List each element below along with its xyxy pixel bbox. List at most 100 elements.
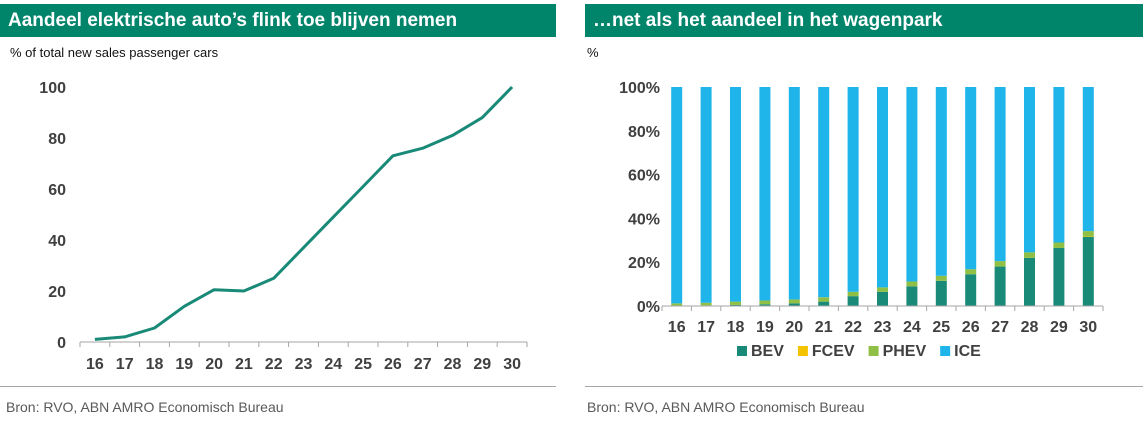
y-tick-label: 80: [48, 131, 66, 148]
y-tick-label: 0%: [637, 299, 660, 316]
line-chart-title-bar: Aandeel elektrische auto’s flink toe bli…: [0, 4, 556, 37]
bar-segment-bev: [759, 304, 771, 306]
legend-label-bev: BEV: [751, 343, 784, 360]
x-tick-label: 26: [384, 356, 402, 373]
bar-segment-phev: [818, 297, 830, 302]
bar-segment-phev: [935, 275, 947, 281]
x-tick-label: 20: [205, 356, 223, 373]
x-tick-label: 16: [86, 356, 104, 373]
bar-segment-bev: [906, 286, 918, 306]
bar-segment-phev: [965, 269, 977, 275]
y-tick-label: 40: [48, 233, 66, 250]
bar-segment-phev: [788, 299, 800, 304]
bar-segment-ice: [877, 87, 888, 288]
legend-label-ice: ICE: [954, 343, 981, 360]
legend-swatch-fcev: [797, 346, 808, 356]
bar-segment-phev: [759, 300, 771, 305]
bar-segment-ice: [700, 87, 712, 303]
x-tick-label: 29: [473, 356, 491, 373]
x-tick-label: 28: [444, 356, 462, 373]
bar-segment-ice: [994, 87, 1006, 262]
bar-chart-panel: …net als het aandeel in het wagenpark % …: [585, 0, 1143, 424]
x-tick-label: 20: [785, 319, 803, 336]
y-tick-label: 60%: [628, 168, 660, 185]
x-tick-label: 24: [324, 356, 342, 373]
x-tick-label: 26: [962, 319, 980, 336]
y-tick-label: 20: [48, 284, 66, 301]
bar-segment-bev: [965, 274, 977, 306]
x-tick-label: 30: [503, 356, 521, 373]
x-tick-label: 23: [295, 356, 313, 373]
x-tick-label: 28: [1021, 319, 1039, 336]
x-tick-label: 17: [116, 356, 134, 373]
bar-segment-ice: [730, 87, 741, 302]
line-chart-divider: [0, 386, 556, 387]
bar-chart-title: …net als het aandeel in het wagenpark: [593, 10, 943, 31]
bar-segment-ice: [847, 87, 859, 292]
bar-segment-bev: [1082, 237, 1094, 306]
legend-label-fcev: FCEV: [812, 343, 855, 360]
bar-segment-phev: [994, 261, 1006, 267]
bar-segment-phev: [906, 281, 918, 287]
y-tick-label: 40%: [628, 211, 660, 228]
bar-segment-ice: [788, 87, 800, 300]
x-tick-label: 17: [697, 319, 715, 336]
ev-share-line: [94, 85, 514, 341]
bar-segment-phev: [1024, 252, 1035, 258]
line-chart-unit-label: % of total new sales passenger cars: [10, 45, 219, 60]
x-tick-label: 24: [903, 319, 921, 336]
bar-segment-phev: [1053, 242, 1065, 248]
legend-swatch-phev: [868, 346, 879, 356]
bar-segment-ice: [906, 87, 918, 282]
x-tick-label: 18: [146, 356, 164, 373]
legend-swatch-bev: [737, 346, 747, 356]
bar-segment-bev: [877, 291, 888, 306]
x-tick-label: 29: [1050, 319, 1068, 336]
bar-segment-bev: [1053, 247, 1065, 306]
x-tick-label: 22: [844, 319, 862, 336]
legend-swatch-ice: [940, 346, 951, 356]
bar-chart-title-bar: …net als het aandeel in het wagenpark: [585, 4, 1143, 37]
x-tick-label: 25: [932, 319, 950, 336]
bar-segment-phev: [847, 291, 859, 297]
x-tick-label: 21: [235, 356, 253, 373]
bar-segment-phev: [1082, 231, 1094, 237]
x-tick-label: 16: [668, 319, 686, 336]
y-tick-label: 0: [57, 335, 66, 352]
x-tick-label: 27: [991, 319, 1009, 336]
line-chart-panel: Aandeel elektrische auto’s flink toe bli…: [0, 0, 556, 424]
bar-segment-phev: [877, 287, 888, 292]
bar-segment-ice: [818, 87, 830, 298]
bar-segment-bev: [1024, 257, 1035, 306]
x-tick-label: 27: [414, 356, 432, 373]
x-tick-label: 23: [874, 319, 892, 336]
y-tick-label: 80%: [628, 124, 660, 141]
bar-segment-bev: [994, 266, 1006, 306]
bar-segment-ice: [671, 87, 683, 304]
y-tick-label: 100: [39, 80, 66, 97]
bar-chart-unit-label: %: [587, 45, 599, 60]
bar-segment-ice: [1053, 87, 1065, 243]
bar-segment-phev: [700, 302, 712, 306]
y-tick-label: 20%: [628, 255, 660, 272]
bar-segment-phev: [671, 303, 683, 306]
x-tick-label: 19: [756, 319, 774, 336]
bar-segment-phev: [730, 301, 741, 305]
stacked-bar-chart: 0% 20% 40% 60% 80% 100% 16 17 18 19 20 21 22 23 24 25 26…: [619, 80, 1104, 360]
line-chart: 16 17 18 19 20 21 22 23 24 25 26 27 28 29 30 0 20 40 60 80 1…: [39, 80, 528, 373]
x-tick-label: 22: [265, 356, 283, 373]
bar-chart-source: Bron: RVO, ABN AMRO Economisch Bureau: [587, 399, 865, 415]
bar-segment-bev: [788, 303, 800, 306]
x-tick-label: 18: [727, 319, 745, 336]
y-tick-label: 60: [48, 182, 66, 199]
x-tick-label: 30: [1079, 319, 1097, 336]
bar-segment-ice: [1024, 87, 1035, 253]
bar-segment-bev: [818, 301, 830, 306]
x-tick-label: 19: [175, 356, 193, 373]
line-chart-title: Aandeel elektrische auto’s flink toe bli…: [8, 10, 458, 31]
x-tick-label: 25: [354, 356, 372, 373]
legend-label-phev: PHEV: [883, 343, 927, 360]
y-tick-label: 100%: [619, 80, 660, 97]
bar-chart-divider: [585, 386, 1143, 387]
bar-segment-bev: [935, 280, 947, 306]
